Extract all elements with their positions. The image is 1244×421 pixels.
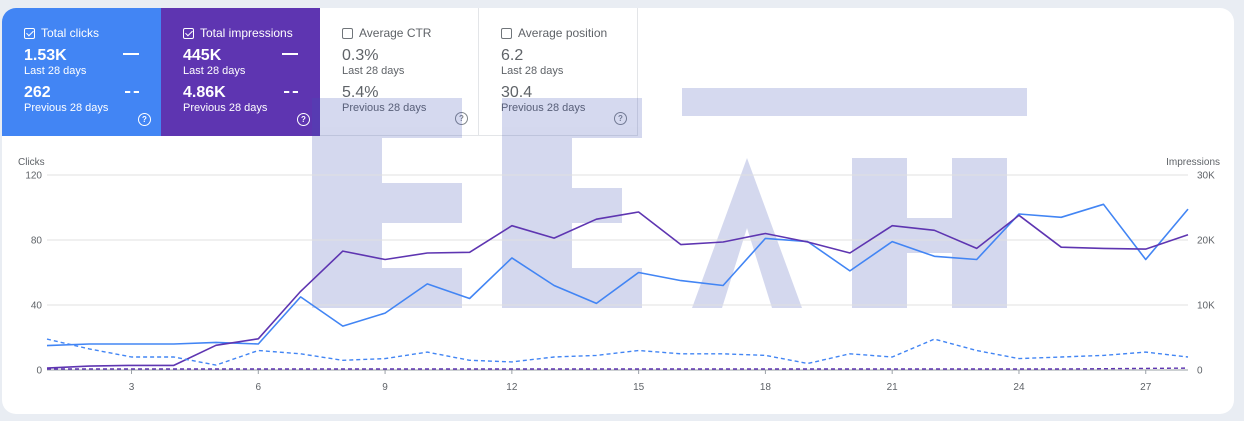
x-tick-label: 12	[506, 382, 518, 393]
y-tick-label-right: 20K	[1197, 236, 1215, 247]
series-line-1	[46, 203, 1189, 347]
metric-label: Total impressions	[200, 26, 293, 40]
metric-label: Average position	[518, 26, 608, 40]
y-tick-label-right: 30K	[1197, 171, 1215, 182]
help-icon[interactable]: ?	[614, 112, 627, 125]
series-line-4	[47, 367, 1189, 370]
series-line-3	[46, 338, 1189, 366]
x-tick-label: 27	[1140, 382, 1152, 393]
metric-value: 0.3%	[342, 47, 379, 64]
metric-previous-value: 4.86K	[183, 84, 226, 101]
solid-line-legend-icon	[282, 53, 298, 55]
y-axis-label-left: Clicks	[18, 157, 45, 168]
y-ticks-left: 0 40 80 120	[25, 171, 42, 377]
dashed-line-legend-icon	[284, 91, 298, 93]
metric-value: 6.2	[501, 47, 524, 64]
metric-label: Average CTR	[359, 26, 432, 40]
grid-lines	[47, 174, 1188, 371]
metric-previous-period: Previous 28 days	[24, 102, 109, 114]
checkbox-unchecked-icon[interactable]	[342, 27, 353, 39]
checkbox-unchecked-icon[interactable]	[501, 27, 512, 39]
metric-previous-value: 5.4%	[342, 84, 379, 101]
series-lines	[46, 203, 1189, 370]
metric-tile-total-impressions[interactable]: Total impressions 445K Last 28 days 4.86…	[161, 8, 320, 136]
metric-previous-value: 30.4	[501, 84, 533, 101]
series-line-2	[46, 211, 1189, 369]
metric-previous-value: 262	[24, 84, 51, 101]
help-icon[interactable]: ?	[138, 113, 151, 126]
y-axis-label-right: Impressions	[1166, 157, 1220, 168]
metric-label: Total clicks	[41, 26, 100, 40]
performance-chart: Clicks Impressions 0 40 80 120 0 10K 20K 30K 3…	[18, 157, 1220, 393]
x-tick-label: 15	[633, 382, 645, 393]
x-tick-label: 3	[129, 382, 135, 393]
checkbox-checked-icon[interactable]	[183, 27, 194, 39]
x-tick-label: 18	[760, 382, 772, 393]
x-tick-label: 6	[256, 382, 262, 393]
performance-panel: Total clicks 1.53K Last 28 days 262 Prev…	[2, 8, 1234, 414]
y-tick-label-left: 0	[36, 366, 42, 377]
metric-tile-total-clicks[interactable]: Total clicks 1.53K Last 28 days 262 Prev…	[2, 8, 161, 136]
y-tick-label-left: 40	[31, 301, 43, 312]
solid-line-legend-icon	[123, 53, 139, 55]
metric-previous-period: Previous 28 days	[342, 102, 427, 114]
help-icon[interactable]: ?	[455, 112, 468, 125]
metric-period: Last 28 days	[501, 65, 564, 77]
metric-tiles: Total clicks 1.53K Last 28 days 262 Prev…	[2, 8, 638, 136]
help-icon[interactable]: ?	[297, 113, 310, 126]
metric-period: Last 28 days	[342, 65, 405, 77]
y-tick-label-left: 80	[31, 236, 43, 247]
y-ticks-right: 0 10K 20K 30K	[1197, 171, 1215, 377]
metric-previous-period: Previous 28 days	[501, 102, 586, 114]
x-tick-label: 9	[382, 382, 388, 393]
y-tick-label-right: 10K	[1197, 301, 1215, 312]
metric-value: 1.53K	[24, 47, 67, 64]
checkbox-checked-icon[interactable]	[24, 27, 35, 39]
metric-previous-period: Previous 28 days	[183, 102, 268, 114]
y-tick-label-right: 0	[1197, 366, 1203, 377]
x-tick-label: 21	[887, 382, 899, 393]
x-ticks: 3 6 9 12 15 18 21 24 27	[129, 370, 1152, 393]
metric-period: Last 28 days	[24, 65, 87, 77]
metric-value: 445K	[183, 47, 222, 64]
metric-tile-average-position[interactable]: Average position 6.2 Last 28 days 30.4 P…	[479, 8, 638, 136]
y-tick-label-left: 120	[25, 171, 42, 182]
metric-period: Last 28 days	[183, 65, 246, 77]
metric-tile-average-ctr[interactable]: Average CTR 0.3% Last 28 days 5.4% Previ…	[320, 8, 479, 136]
dashed-line-legend-icon	[125, 91, 139, 93]
x-tick-label: 24	[1013, 382, 1025, 393]
